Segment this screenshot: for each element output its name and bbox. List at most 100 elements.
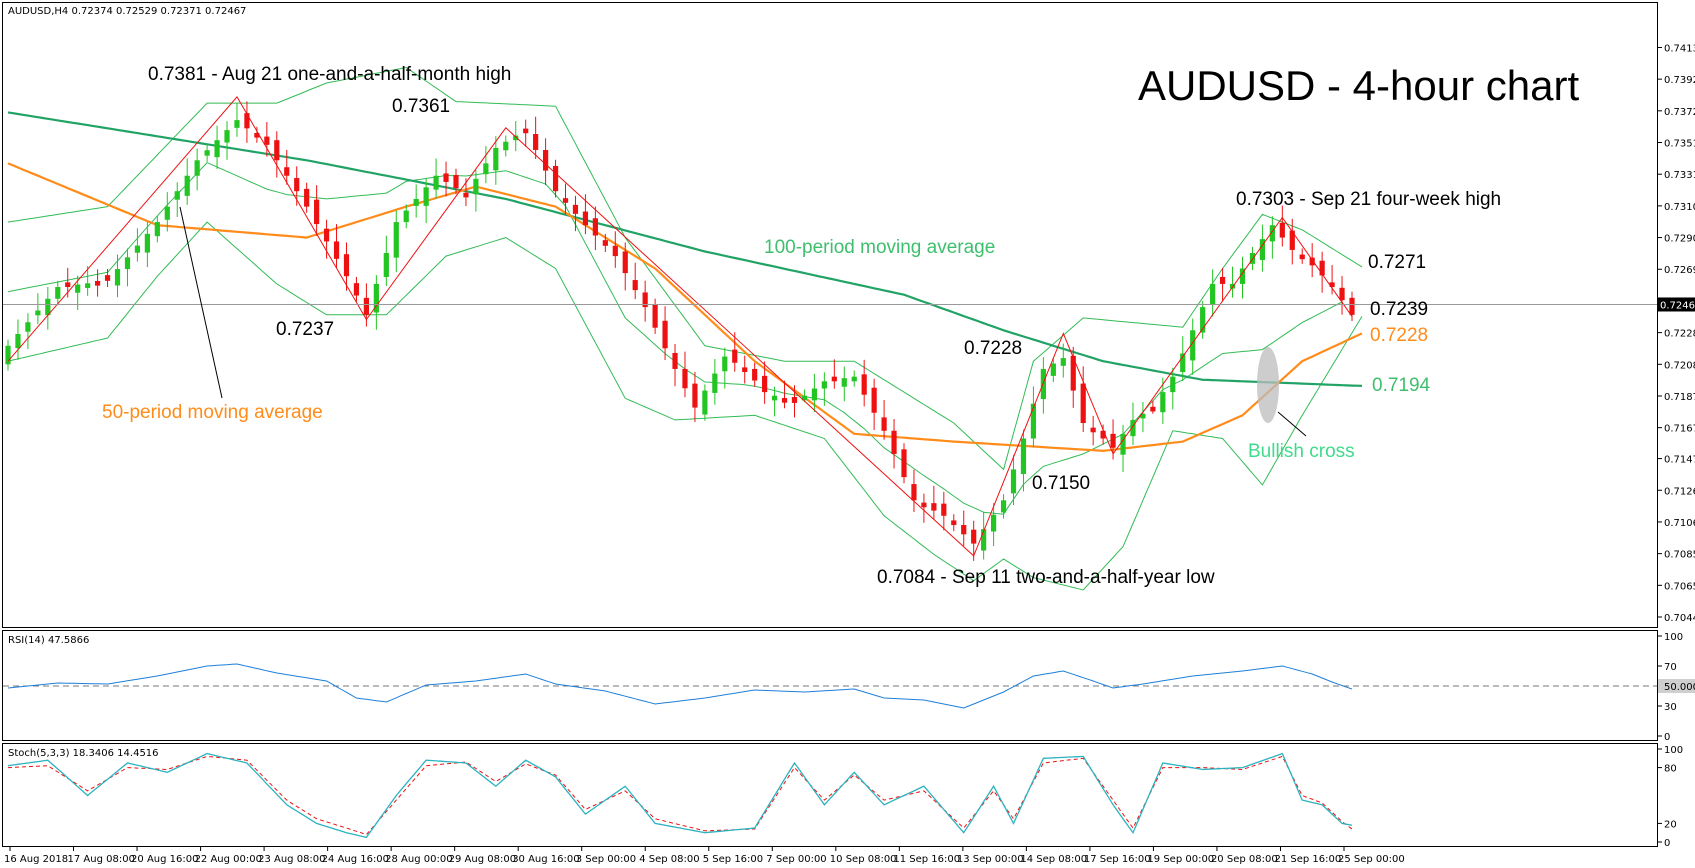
price-tick-label: 0.73515: [1664, 139, 1695, 150]
candle-body: [55, 287, 61, 299]
candle-body: [1279, 222, 1285, 238]
main-panel-header: AUDUSD,H4 0.72374 0.72529 0.72371 0.7246…: [8, 6, 246, 17]
candle-body: [552, 165, 559, 192]
stoch-tick-label: 20: [1664, 819, 1677, 830]
candle-body: [1309, 257, 1315, 266]
price-tick-label: 0.71875: [1664, 392, 1695, 403]
annotation-close-value: 0.7239: [1370, 299, 1428, 320]
candle-body: [164, 206, 170, 220]
candle-body: [1140, 413, 1146, 419]
candle-body: [841, 378, 847, 387]
candle-body: [154, 222, 160, 237]
candle-body: [622, 251, 628, 274]
chart-title: AUDUSD - 4-hour chart: [1138, 62, 1579, 109]
candle-body: [1020, 438, 1027, 475]
ma50-line: [7, 162, 1363, 453]
candle-body: [314, 199, 320, 225]
candle-body: [921, 502, 927, 508]
candle-body: [144, 233, 150, 253]
candle-body: [423, 187, 429, 206]
annotation-0-7237: 0.7237: [276, 319, 334, 340]
candle-body: [732, 349, 738, 363]
candle-body: [1070, 355, 1076, 391]
candle-body: [433, 175, 439, 190]
price-tick-label: 0.70445: [1664, 613, 1695, 624]
time-tick-label: 17 Aug 08:00: [68, 854, 135, 865]
annotation-ma100-label: 100-period moving average: [764, 237, 995, 258]
candle-body: [104, 275, 111, 281]
bollinger-middle-band: [7, 162, 1343, 515]
bollinger-upper-band: [7, 66, 1363, 471]
candle-body: [642, 292, 648, 308]
candle-body: [702, 390, 708, 415]
time-tick-label: 13 Sep 00:00: [957, 854, 1024, 865]
candle-body: [851, 376, 857, 382]
candle-body: [1000, 500, 1007, 513]
stoch-tick-label: 0: [1664, 838, 1670, 849]
candle-body: [871, 387, 877, 413]
rsi-tick-label: 0: [1664, 732, 1670, 743]
candle-body: [582, 211, 589, 226]
candle-body: [413, 198, 419, 206]
rsi-line: [7, 663, 1353, 709]
time-tick-label: 7 Sep 00:00: [766, 854, 826, 865]
candle-body: [1210, 283, 1216, 305]
annotation-bb-upper-value: 0.7271: [1368, 252, 1426, 273]
price-tick-label: 0.73720: [1664, 107, 1695, 118]
time-tick-label: 5 Sep 16:00: [703, 854, 763, 865]
annotation-ma100-value: 0.7194: [1372, 375, 1431, 396]
candle-body: [662, 320, 668, 349]
candle-body: [1180, 353, 1186, 373]
annotation-0-7150: 0.7150: [1032, 473, 1090, 494]
candle-body: [513, 135, 519, 141]
candle-body: [762, 375, 768, 393]
stoch-signal-line: [7, 755, 1353, 836]
candle-body: [1299, 254, 1305, 260]
candle-body: [443, 173, 449, 182]
candle-body: [304, 188, 310, 207]
candlesticks: [5, 101, 1355, 561]
price-tick-label: 0.73310: [1664, 170, 1695, 181]
time-tick-label: 30 Aug 16:00: [512, 854, 579, 865]
candle-body: [692, 383, 698, 408]
bullish-cross-callout-line: [1277, 411, 1307, 437]
candle-body: [184, 175, 190, 196]
candle-body: [95, 280, 101, 286]
current-price-label: 0.72467: [1660, 300, 1695, 311]
stoch-main-line: [7, 752, 1353, 839]
ma100-line: [7, 111, 1363, 387]
rsi-tick-label: 30: [1664, 702, 1677, 713]
candle-body: [632, 280, 638, 291]
candle-body: [254, 132, 260, 138]
annotation-0-7228-peak: 0.7228: [964, 338, 1022, 359]
candle-body: [1319, 260, 1325, 276]
annotation-sep21-high: 0.7303 - Sep 21 four-week high: [1236, 189, 1501, 210]
candle-body: [562, 198, 569, 203]
stoch-tick-label: 80: [1664, 764, 1677, 775]
candle-body: [1010, 469, 1017, 494]
current-price-box: [1658, 297, 1695, 312]
candle-body: [343, 254, 350, 277]
candle-body: [1289, 230, 1295, 250]
candle-body: [712, 373, 718, 393]
annotation-sep11-low: 0.7084 - Sep 11 two-and-a-half-year low: [877, 567, 1215, 588]
candle-body: [961, 525, 967, 535]
candle-body: [1349, 297, 1355, 315]
candle-body: [901, 449, 907, 478]
candle-body: [1150, 406, 1156, 412]
candle-body: [572, 204, 579, 214]
candle-body: [483, 163, 489, 175]
candle-body: [602, 240, 608, 246]
candle-body: [1120, 433, 1126, 455]
time-tick-label: 14 Sep 08:00: [1020, 854, 1087, 865]
candle-body: [264, 136, 270, 145]
candle-body: [174, 191, 180, 200]
candle-body: [861, 374, 867, 395]
main-panel-frame: [2, 2, 1658, 628]
time-tick-label: 4 Sep 08:00: [639, 854, 699, 865]
price-tick-label: 0.73105: [1664, 202, 1695, 213]
candle-body: [543, 149, 549, 171]
candle-body: [742, 367, 748, 373]
candle-body: [752, 368, 758, 381]
